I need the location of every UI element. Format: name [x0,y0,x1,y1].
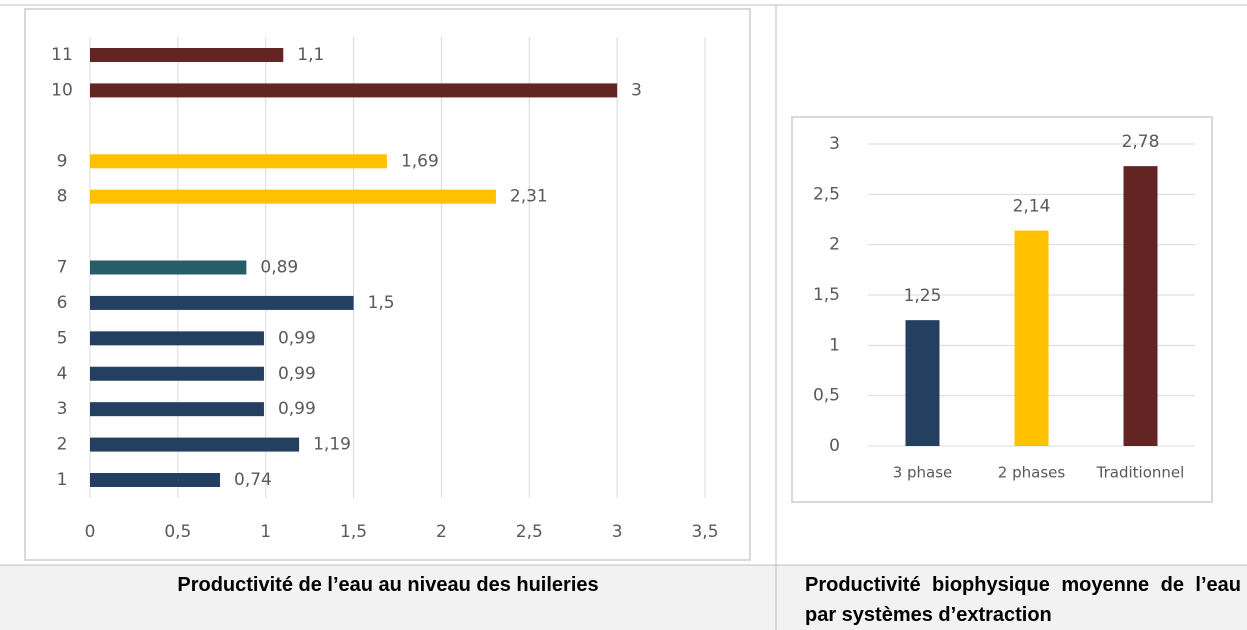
x-tick-label: 2 [436,522,447,542]
bar [90,295,354,310]
x-tick-label: 0 [85,522,96,542]
data-label: 0,99 [278,364,316,384]
bar [90,331,264,346]
y-tick-label: 0,5 [813,386,840,406]
caption-row [0,565,1247,630]
bar [90,154,387,169]
y-tick-label: 4 [57,364,68,384]
caption: Productivité biophysique moyenne de l’ea… [805,574,1241,626]
y-tick-label: 6 [57,293,68,313]
y-tick-label: 1 [57,470,68,490]
y-tick-label: 11 [51,45,73,65]
bar [1014,230,1049,446]
y-tick-label: 3 [57,399,68,419]
y-tick-label: 9 [57,151,68,171]
y-tick-label: 2 [57,435,68,455]
caption: Productivité de l’eau au niveau des huil… [177,574,599,596]
x-tick-label: 3,5 [691,522,718,542]
x-tick-label: 2 phases [998,464,1066,482]
x-tick-label: 2,5 [516,522,543,542]
x-tick-label: 1 [260,522,271,542]
data-label: 2,31 [510,187,548,207]
data-label: 1,25 [904,286,942,306]
data-label: 1,1 [297,45,324,65]
bar [90,189,496,204]
y-tick-label: 8 [57,187,68,207]
bar [90,260,247,275]
x-tick-label: 0,5 [164,522,191,542]
x-tick-label: 3 phase [893,464,953,482]
bar [90,83,618,98]
data-label: 1,69 [401,151,439,171]
data-label: 3 [631,80,642,100]
bar [90,48,284,62]
y-tick-label: 2 [829,235,840,255]
data-label: 1,19 [313,435,351,455]
bar [90,402,264,417]
bar [90,437,300,452]
data-label: 0,99 [278,328,316,348]
y-tick-label: 2,5 [813,184,840,204]
chart-frame [24,8,751,561]
bar [90,473,221,487]
data-label: 0,89 [260,258,298,278]
y-tick-label: 0 [829,436,840,456]
y-tick-label: 5 [57,328,68,348]
x-tick-label: 1,5 [340,522,367,542]
data-label: 0,99 [278,399,316,419]
bar [905,320,940,446]
y-tick-label: 10 [51,80,73,100]
data-label: 2,14 [1013,197,1051,217]
y-tick-label: 1,5 [813,285,840,305]
bar [1123,166,1158,446]
y-tick-label: 1 [829,335,840,355]
data-label: 1,5 [368,293,395,313]
y-tick-label: 3 [829,134,840,154]
y-tick-label: 7 [57,258,68,278]
data-label: 0,74 [234,470,272,490]
x-tick-label: Traditionnel [1096,464,1185,482]
x-tick-label: 3 [612,522,623,542]
data-label: 2,78 [1122,132,1160,152]
bar [90,366,264,381]
